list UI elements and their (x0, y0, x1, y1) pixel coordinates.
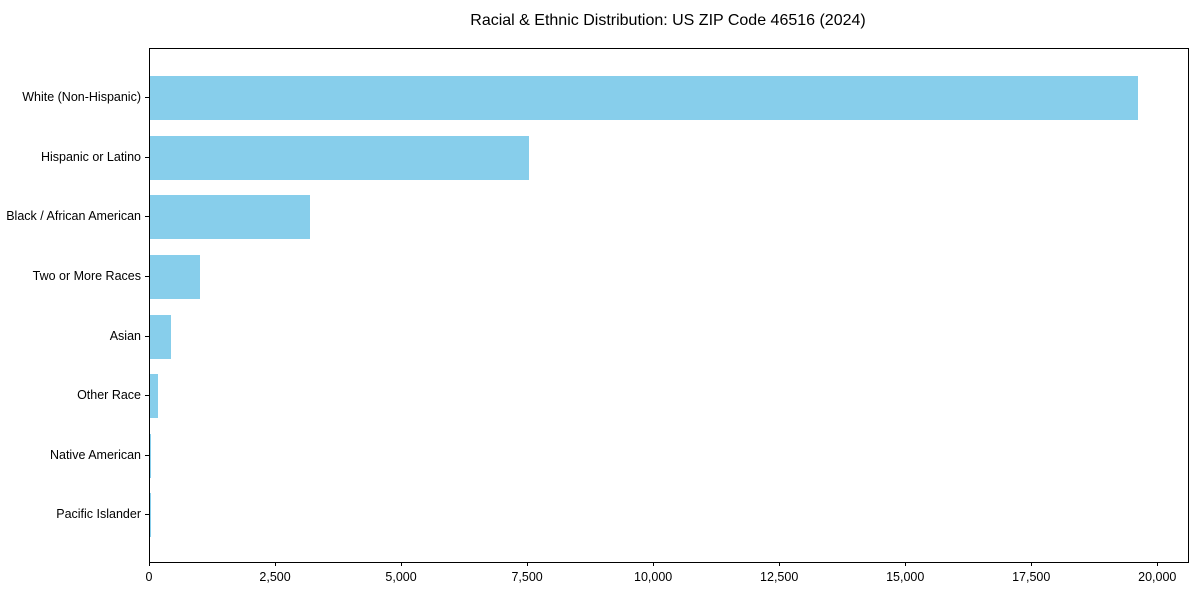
y-axis-tick-label: Asian (109, 328, 141, 343)
x-axis-tick-mark (653, 562, 655, 566)
bar (150, 374, 158, 419)
y-axis-tick-mark (145, 514, 149, 516)
x-axis-tick-label: 2,500 (259, 570, 291, 584)
y-axis-tick-mark (145, 395, 149, 397)
y-axis-tick-label: Native American (49, 447, 141, 462)
y-axis-tick-mark (145, 454, 149, 456)
x-axis-tick-label: 20,000 (1138, 570, 1177, 584)
y-axis-tick-label: Other Race (77, 388, 141, 403)
bar (150, 254, 200, 299)
x-axis-tick-label: 15,000 (886, 570, 925, 584)
bar (150, 195, 311, 240)
y-axis-tick-mark (145, 335, 149, 337)
x-axis-tick-mark (779, 562, 781, 566)
x-axis-tick-mark (527, 562, 529, 566)
x-axis-tick-label: 0 (145, 570, 153, 584)
bar (150, 76, 1138, 121)
x-axis-tick-label: 12,500 (760, 570, 799, 584)
bar (150, 433, 151, 478)
y-axis-tick-label: Two or More Races (32, 268, 141, 283)
bar (150, 135, 530, 180)
x-axis-tick-mark (275, 562, 277, 566)
chart-title: Racial & Ethnic Distribution: US ZIP Cod… (470, 12, 866, 29)
x-axis-tick-mark (1031, 562, 1033, 566)
plot-area (149, 48, 1189, 563)
bar (150, 314, 171, 359)
y-axis-tick-label: Black / African American (6, 209, 141, 224)
y-axis-tick-mark (145, 97, 149, 99)
x-axis-tick-label: 7,500 (511, 570, 543, 584)
y-axis-tick-label: White (Non-Hispanic) (22, 90, 141, 105)
x-axis-tick-label: 5,000 (385, 570, 417, 584)
y-axis-tick-mark (145, 275, 149, 277)
y-axis-tick-mark (145, 216, 149, 218)
y-axis-tick-label: Pacific Islander (56, 507, 141, 522)
x-axis-tick-mark (401, 562, 403, 566)
x-axis-tick-mark (905, 562, 907, 566)
y-axis-tick-label: Hispanic or Latino (40, 149, 141, 164)
y-axis-tick-mark (145, 156, 149, 158)
x-axis-tick-mark (149, 562, 150, 566)
x-axis-tick-label: 17,500 (1012, 570, 1051, 584)
x-axis-tick-mark (1157, 562, 1159, 566)
x-axis-tick-label: 10,000 (634, 570, 673, 584)
